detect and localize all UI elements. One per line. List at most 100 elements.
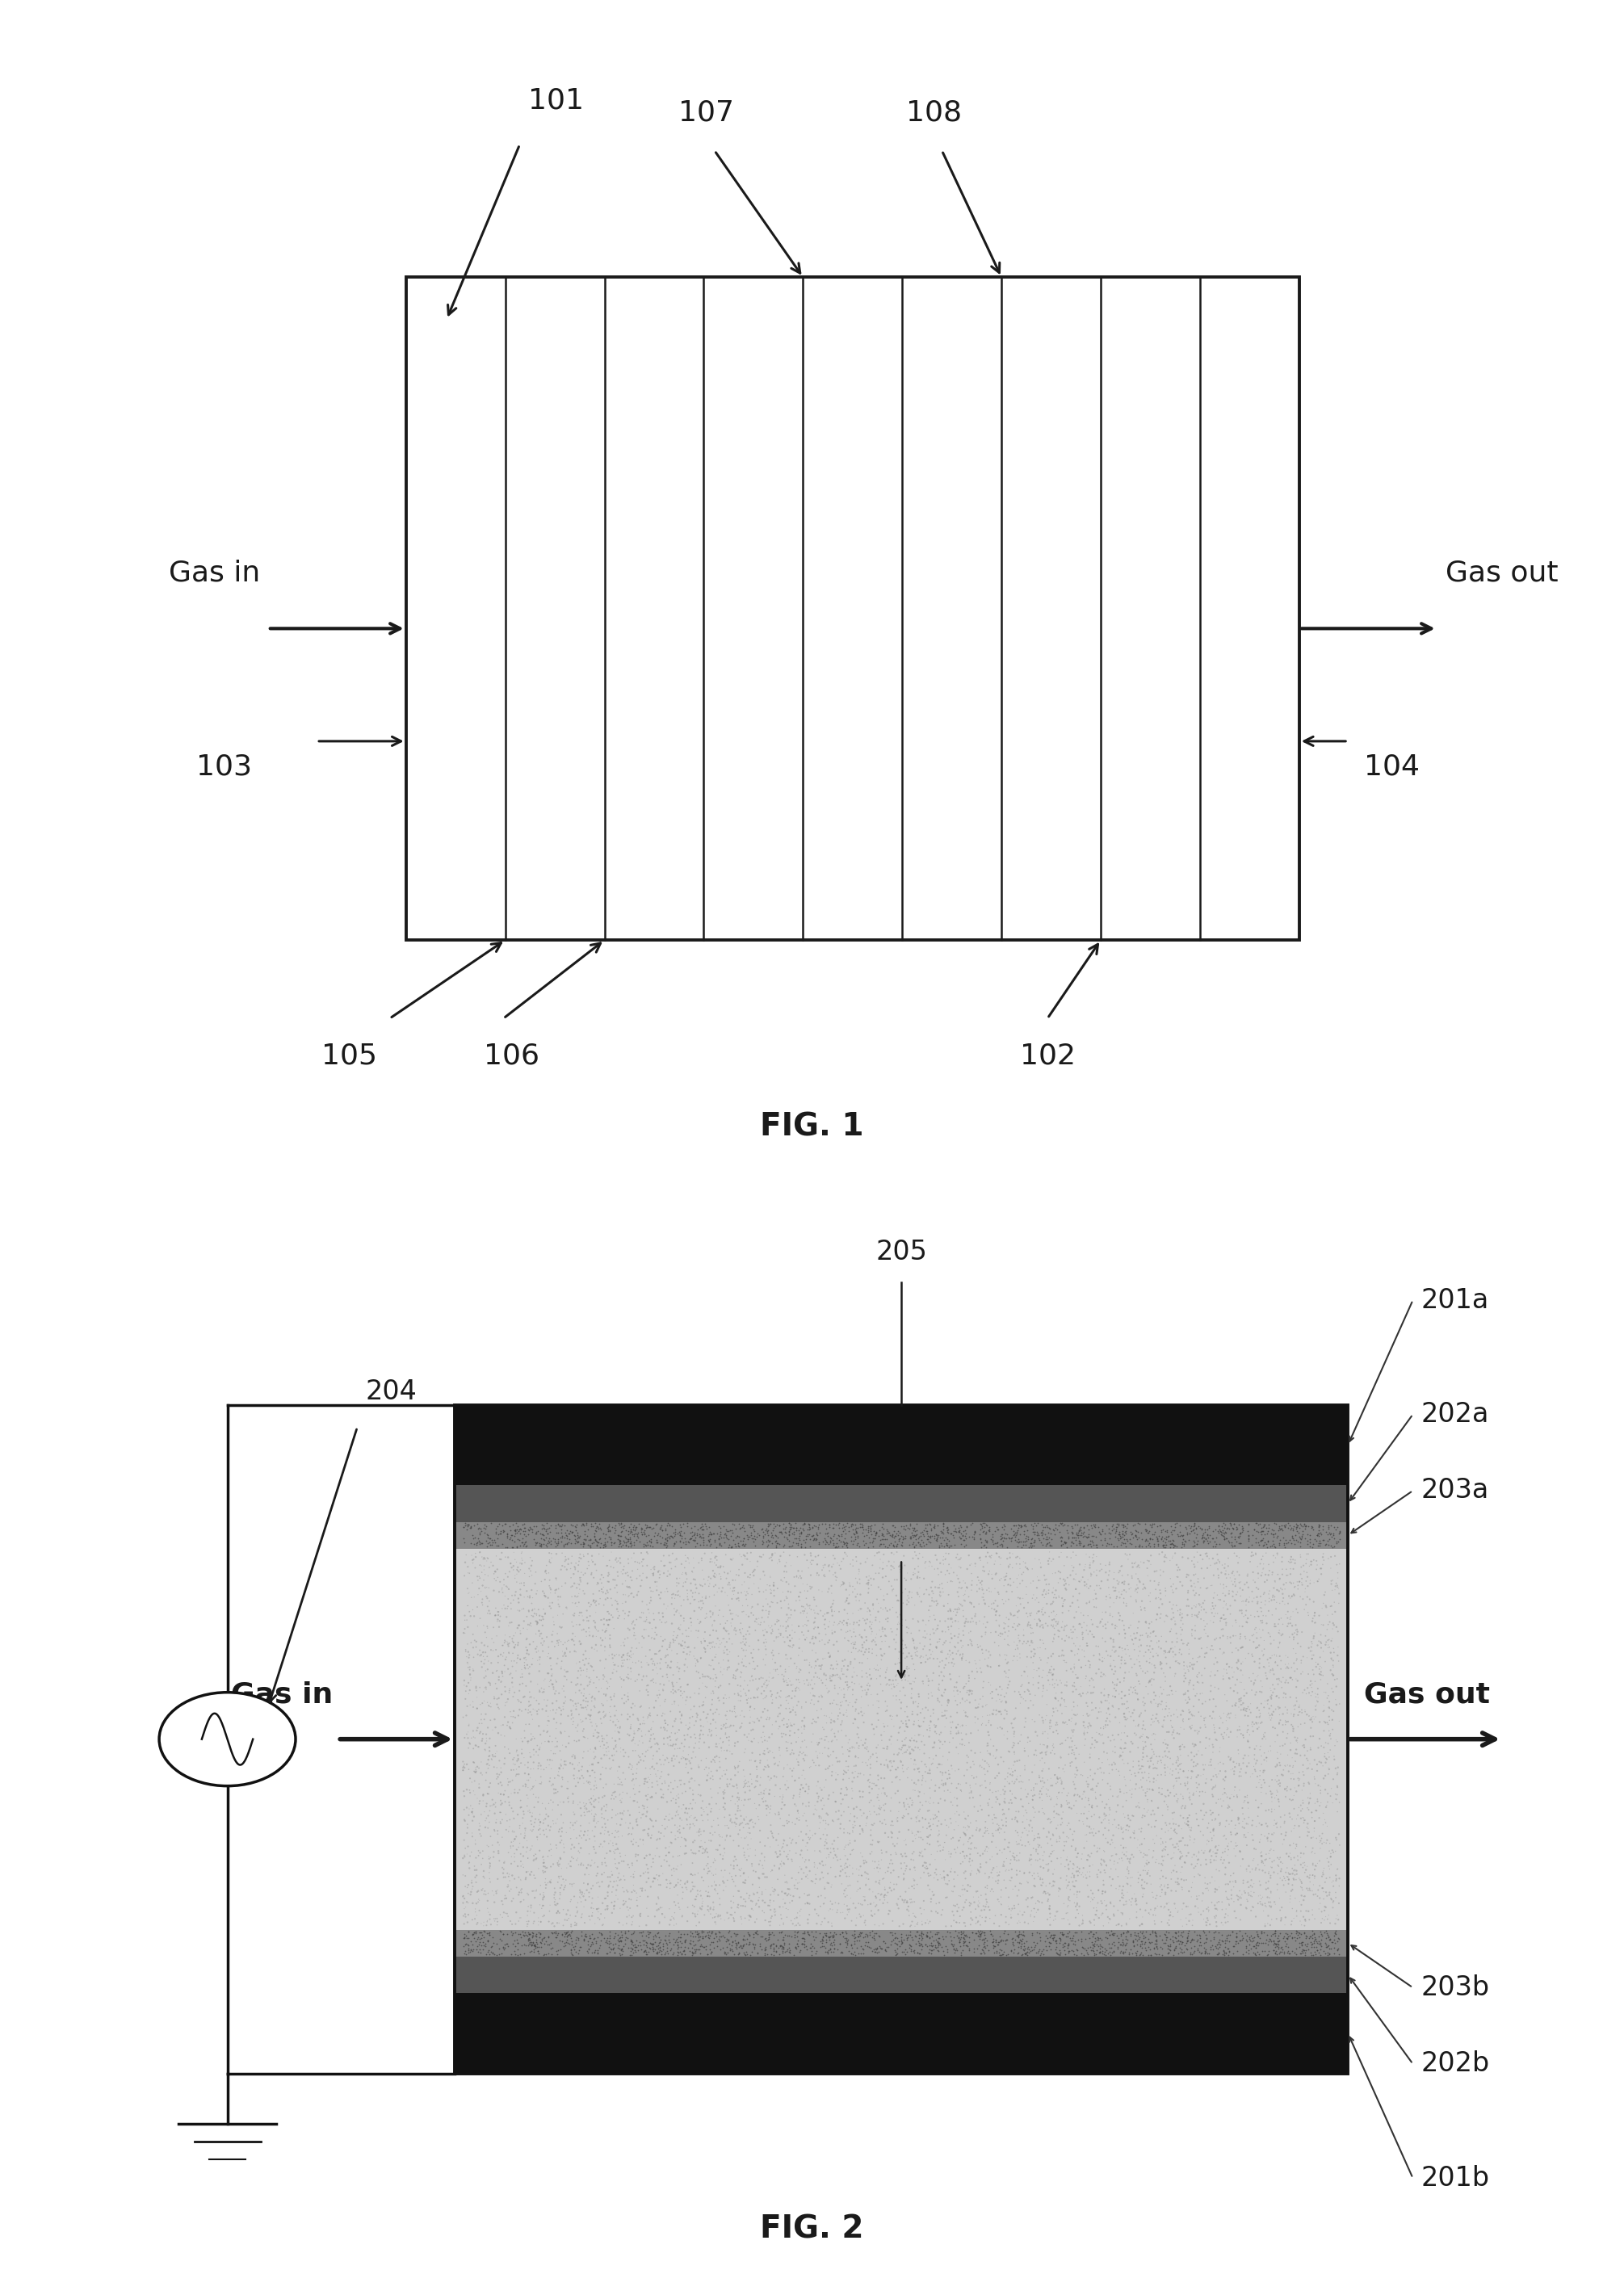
Point (1132, 1590, 1158, 1626)
Point (931, 1510, 957, 1546)
Point (1052, 1608, 1078, 1644)
Point (516, 1794, 542, 1831)
Point (843, 1578, 869, 1615)
Point (659, 1801, 685, 1837)
Point (760, 1517, 786, 1553)
Point (1005, 1817, 1031, 1853)
Point (1046, 1824, 1072, 1860)
Point (526, 1765, 552, 1801)
Point (749, 1510, 775, 1546)
Point (515, 1781, 541, 1817)
Point (771, 1919, 797, 1956)
Point (994, 1558, 1020, 1594)
Point (841, 1653, 867, 1690)
Point (672, 1835, 698, 1872)
Point (1005, 1594, 1031, 1630)
Point (1075, 1769, 1101, 1806)
Point (875, 1874, 901, 1910)
Point (1091, 1796, 1117, 1833)
Point (1060, 1917, 1086, 1953)
Point (1083, 1580, 1109, 1617)
Point (1007, 1585, 1033, 1621)
Point (1041, 1867, 1067, 1903)
Point (729, 1783, 755, 1819)
Point (736, 1721, 762, 1758)
Point (1286, 1687, 1312, 1724)
Point (934, 1933, 960, 1969)
Point (633, 1644, 659, 1680)
Point (789, 1915, 815, 1951)
Point (1315, 1735, 1341, 1771)
Point (1034, 1542, 1060, 1578)
Point (768, 1715, 794, 1751)
Point (1249, 1685, 1275, 1721)
Point (1000, 1599, 1026, 1635)
Point (601, 1890, 627, 1926)
Point (715, 1630, 741, 1667)
Point (728, 1696, 754, 1733)
Point (952, 1692, 978, 1728)
Point (549, 1696, 575, 1733)
Point (554, 1624, 580, 1660)
Point (1036, 1653, 1062, 1690)
Point (554, 1590, 580, 1626)
Point (916, 1505, 942, 1542)
Point (596, 1519, 622, 1555)
Point (770, 1928, 796, 1965)
Point (463, 1749, 489, 1785)
Point (913, 1544, 939, 1580)
Point (1203, 1872, 1229, 1908)
Point (677, 1601, 703, 1637)
Point (1056, 1785, 1082, 1821)
Point (697, 1517, 723, 1553)
Point (870, 1860, 896, 1897)
Point (1060, 1851, 1086, 1887)
Point (604, 1733, 630, 1769)
Point (1060, 1653, 1086, 1690)
Point (687, 1810, 713, 1846)
Point (822, 1922, 848, 1958)
Point (859, 1567, 885, 1603)
Point (757, 1594, 783, 1630)
Point (879, 1744, 905, 1781)
Point (619, 1922, 645, 1958)
Point (612, 1576, 638, 1612)
Point (633, 1667, 659, 1703)
Point (799, 1862, 825, 1899)
Point (617, 1746, 643, 1783)
Point (1017, 1812, 1043, 1849)
Point (702, 1521, 728, 1558)
Point (958, 1676, 984, 1712)
Point (734, 1831, 760, 1867)
Point (739, 1867, 765, 1903)
Point (945, 1676, 971, 1712)
Point (604, 1701, 630, 1737)
Point (667, 1674, 693, 1710)
Point (1267, 1860, 1293, 1897)
Point (500, 1751, 526, 1787)
Point (489, 1590, 515, 1626)
Point (502, 1928, 528, 1965)
Point (931, 1542, 957, 1578)
Point (762, 1794, 788, 1831)
Point (927, 1512, 953, 1549)
Point (825, 1801, 851, 1837)
Point (992, 1853, 1018, 1890)
Point (658, 1519, 684, 1555)
Point (984, 1512, 1010, 1549)
Point (750, 1724, 776, 1760)
Point (661, 1528, 687, 1565)
Point (961, 1519, 987, 1555)
Point (1125, 1708, 1151, 1744)
Point (1077, 1808, 1103, 1844)
Point (1184, 1878, 1210, 1915)
Point (1322, 1742, 1348, 1778)
Point (716, 1526, 742, 1562)
Point (685, 1915, 711, 1951)
Point (940, 1903, 966, 1940)
Point (1140, 1746, 1166, 1783)
Point (752, 1680, 778, 1717)
Point (1132, 1924, 1158, 1960)
Point (567, 1928, 593, 1965)
Point (874, 1742, 900, 1778)
